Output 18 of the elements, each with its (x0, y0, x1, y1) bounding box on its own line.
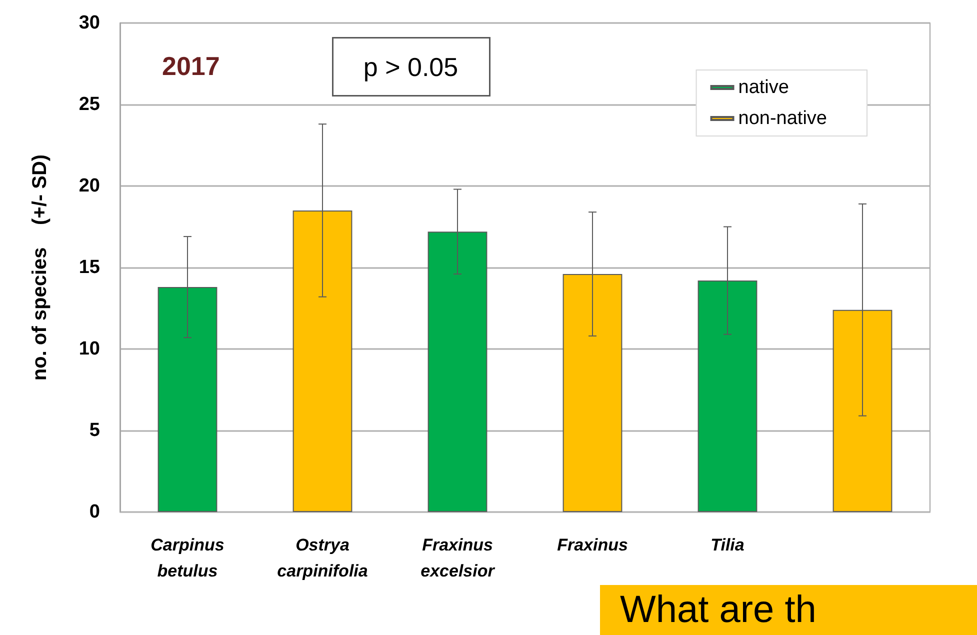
text: What are th (620, 589, 816, 631)
x-tick-label: Ostrya carpinifolia (277, 536, 368, 580)
legend-label: non-native (738, 108, 828, 129)
y-axis-title: no. of species (+/- SD) (29, 154, 51, 381)
x-tick-label: Carpinus betulus (150, 536, 224, 580)
annotation: 2017 (162, 51, 220, 81)
y-tick-label: 30 (78, 12, 100, 34)
y-tick-label: 5 (89, 420, 100, 441)
y-tick-label: 20 (78, 176, 100, 196)
legend-label: native (738, 77, 789, 98)
y-tick-label: 25 (78, 94, 100, 115)
y-tick-label: 0 (89, 502, 100, 522)
annotation: p > 0.05 (363, 52, 458, 82)
y-tick-label: 10 (78, 338, 100, 360)
x-tick-label: Tilia (710, 536, 744, 554)
y-tick-label: 15 (78, 257, 100, 278)
x-tick-label: Fraxinus excelsior (420, 536, 496, 580)
x-tick-label: Fraxinus (557, 536, 628, 554)
